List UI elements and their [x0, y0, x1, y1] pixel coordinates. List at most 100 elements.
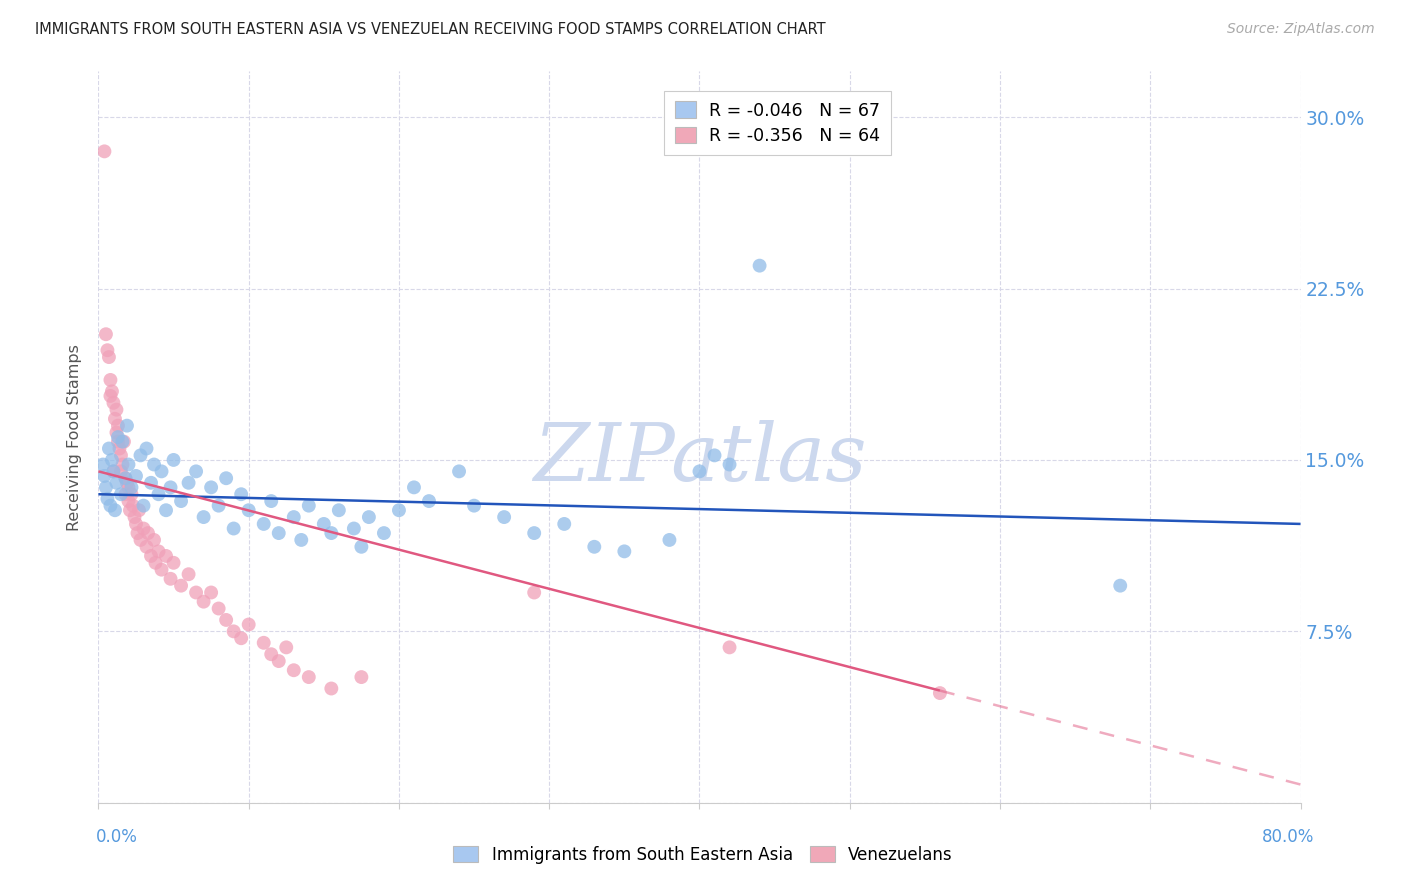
Point: [101, 453, 124, 467]
Point: [93, 469, 115, 483]
Point: [111, 458, 134, 472]
Point: [97, 350, 120, 364]
Point: [122, 499, 145, 513]
Point: [193, 594, 215, 608]
Point: [91, 458, 114, 472]
Point: [350, 670, 373, 684]
Point: [170, 579, 193, 593]
Point: [94, 480, 117, 494]
Point: [145, 556, 167, 570]
Point: [447, 464, 470, 478]
Point: [132, 499, 155, 513]
Text: IMMIGRANTS FROM SOUTH EASTERN ASIA VS VENEZUELAN RECEIVING FOOD STAMPS CORRELATI: IMMIGRANTS FROM SOUTH EASTERN ASIA VS VE…: [35, 22, 825, 37]
Point: [328, 503, 350, 517]
Point: [200, 480, 222, 494]
Text: Source: ZipAtlas.com: Source: ZipAtlas.com: [1227, 22, 1375, 37]
Point: [94, 327, 117, 342]
Point: [929, 686, 952, 700]
Point: [215, 613, 238, 627]
Point: [148, 544, 170, 558]
Point: [170, 494, 193, 508]
Point: [583, 540, 606, 554]
Point: [231, 487, 253, 501]
Point: [114, 471, 136, 485]
Point: [139, 549, 162, 563]
Point: [150, 563, 173, 577]
Point: [689, 464, 711, 478]
Y-axis label: Receiving Food Stamps: Receiving Food Stamps: [67, 343, 83, 531]
Point: [105, 402, 128, 417]
Point: [718, 458, 741, 472]
Point: [101, 384, 124, 399]
Point: [253, 636, 276, 650]
Point: [162, 453, 184, 467]
Point: [100, 499, 122, 513]
Point: [162, 556, 184, 570]
Point: [110, 487, 132, 501]
Point: [110, 464, 132, 478]
Point: [267, 654, 290, 668]
Point: [143, 458, 166, 472]
Point: [100, 373, 122, 387]
Point: [321, 526, 343, 541]
Point: [343, 521, 366, 535]
Point: [613, 544, 636, 558]
Point: [523, 526, 546, 541]
Point: [135, 540, 157, 554]
Point: [260, 494, 283, 508]
Point: [107, 418, 129, 433]
Point: [208, 499, 231, 513]
Point: [658, 533, 681, 547]
Point: [215, 471, 238, 485]
Point: [104, 412, 127, 426]
Point: [703, 449, 725, 463]
Point: [155, 549, 177, 563]
Point: [139, 475, 162, 490]
Point: [114, 471, 136, 485]
Point: [128, 503, 150, 517]
Point: [105, 425, 128, 440]
Point: [105, 475, 128, 490]
Legend: Immigrants from South Eastern Asia, Venezuelans: Immigrants from South Eastern Asia, Vene…: [447, 839, 959, 871]
Point: [193, 510, 215, 524]
Point: [748, 259, 770, 273]
Point: [110, 449, 132, 463]
Point: [276, 640, 298, 655]
Point: [298, 670, 321, 684]
Point: [321, 681, 343, 696]
Point: [312, 516, 335, 531]
Point: [159, 480, 181, 494]
Point: [107, 434, 129, 449]
Point: [107, 430, 129, 444]
Point: [208, 601, 231, 615]
Point: [388, 503, 411, 517]
Point: [418, 494, 440, 508]
Point: [103, 396, 125, 410]
Text: ZIPatlas: ZIPatlas: [533, 420, 866, 498]
Point: [267, 526, 290, 541]
Point: [124, 510, 146, 524]
Point: [117, 480, 139, 494]
Point: [143, 533, 166, 547]
Point: [150, 464, 173, 478]
Point: [177, 567, 200, 582]
Point: [184, 585, 207, 599]
Point: [238, 617, 260, 632]
Point: [463, 499, 485, 513]
Point: [117, 458, 139, 472]
Point: [231, 632, 253, 646]
Point: [298, 499, 321, 513]
Point: [127, 526, 149, 541]
Point: [125, 516, 148, 531]
Text: 80.0%: 80.0%: [1263, 828, 1315, 846]
Point: [718, 640, 741, 655]
Point: [115, 475, 138, 490]
Point: [111, 434, 134, 449]
Point: [132, 521, 155, 535]
Point: [115, 418, 138, 433]
Point: [103, 464, 125, 478]
Point: [222, 521, 245, 535]
Point: [494, 510, 516, 524]
Point: [177, 475, 200, 490]
Point: [373, 526, 395, 541]
